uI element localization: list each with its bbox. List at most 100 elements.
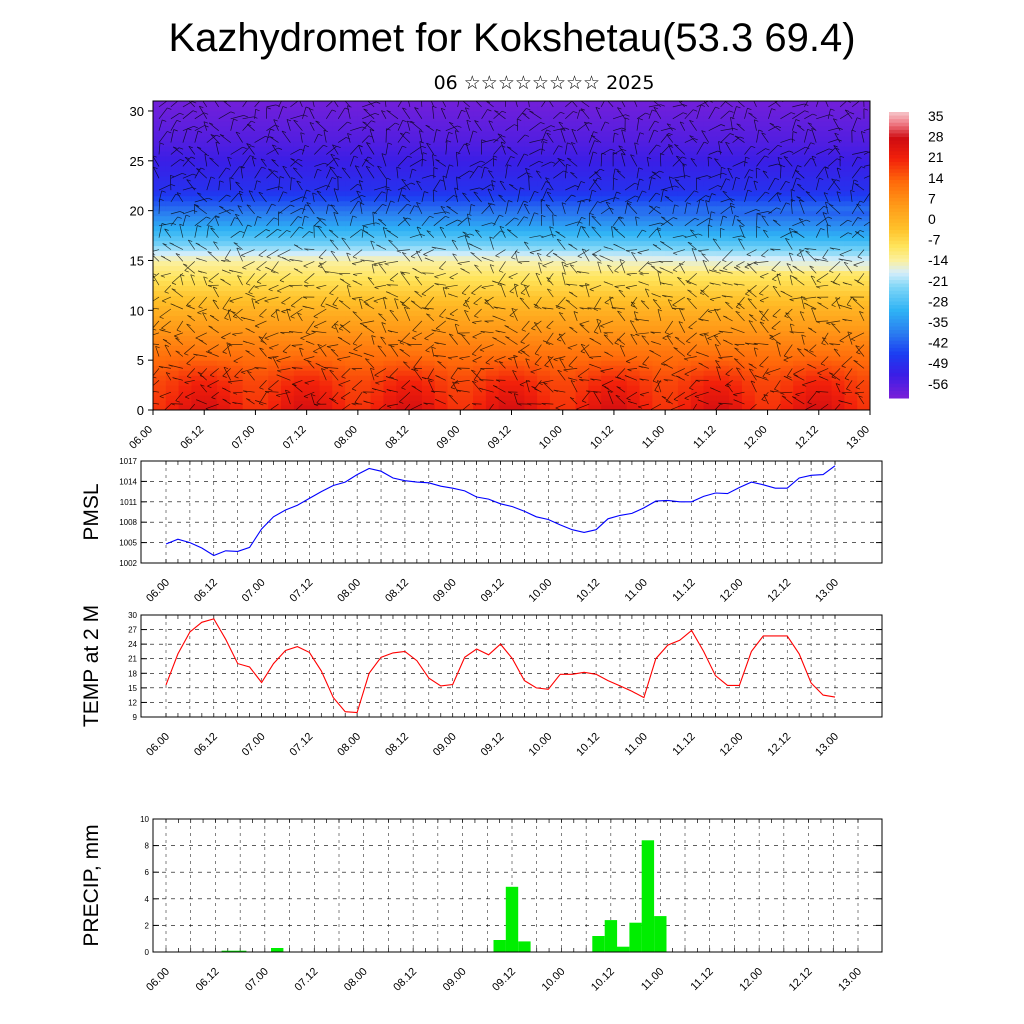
heatmap-cell [242,360,257,366]
wind-barb [699,284,709,294]
heatmap-cell [409,285,423,291]
heatmap-cell [293,325,308,331]
heatmap-cell [447,130,461,137]
wind-barb [452,253,458,262]
heatmap-cell [754,255,769,262]
heatmap-cell [460,230,474,237]
wind-barb [353,272,363,275]
heatmap-cell [754,105,769,112]
heatmap-cell [511,180,525,187]
wind-barb-flag [747,298,753,301]
heatmap-cell [703,270,717,277]
wind-barb-flag [164,291,169,294]
wind-barb-flag [226,342,231,345]
heatmap-cell [626,255,641,262]
heatmap-cell [370,365,385,371]
wind-barb-flag [531,386,536,389]
heatmap-cell [255,380,269,386]
heatmap-cell [383,360,397,366]
wind-barb-flag [317,343,322,347]
heatmap-cell [447,140,461,147]
wind-barb [313,320,327,327]
heatmap-cell [613,285,628,291]
heatmap-cell [524,210,538,217]
heatmap-cell [396,210,410,217]
heatmap-cell [537,135,551,142]
heatmap-cell [690,330,705,336]
heatmap-cell [281,150,295,157]
heatmap-cell [498,215,513,222]
wind-barb [718,402,733,405]
heatmap-cell [601,335,615,341]
heatmap-cell [153,225,167,232]
heatmap-cell [537,260,551,267]
wind-barb [291,379,303,385]
heatmap-cell [818,145,833,152]
heatmap-cell [626,240,641,247]
wind-barb [521,320,530,331]
heatmap-cell [409,215,423,222]
heatmap-cell [421,110,436,117]
heatmap-cell [805,180,820,187]
heatmap-cell [729,365,743,371]
heatmap-cell [332,150,346,157]
heatmap-cell [780,300,794,306]
wind-barb [362,324,375,334]
wind-barb-flag [456,389,461,392]
heatmap-cell [396,120,410,127]
heatmap-cell [562,120,577,127]
wind-barb-flag [291,367,297,370]
heatmap-cell [332,320,346,326]
heatmap-cell [255,130,269,137]
wind-barb-flag [520,292,526,295]
heatmap-cell [473,395,487,401]
heatmap-cell [485,355,500,361]
heatmap-cell [588,130,602,137]
heatmap-cell [460,380,474,386]
heatmap-cell [204,340,218,346]
heatmap-cell [716,115,730,122]
heatmap-cell [793,395,807,401]
heatmap-cell [626,160,641,167]
heatmap-cell [396,345,410,351]
heatmap-cell [690,120,705,127]
heatmap-cell [575,170,589,177]
heatmap-cell [754,101,769,107]
heatmap-cell [741,240,756,247]
heatmap-cell [281,395,295,401]
wind-barb-flag [471,369,476,372]
heatmap-cell [549,340,564,346]
wind-barb-flag [597,261,602,264]
wind-barb-flag [481,286,486,290]
heatmap-cell [498,340,513,346]
wind-barb [546,320,554,328]
heatmap-cell [357,255,372,262]
heatmap-cell [434,140,449,147]
wind-barb-flag [603,281,609,284]
heatmap-cell [217,165,231,172]
heatmap-cell [293,215,308,222]
heatmap-cell [332,325,346,331]
heatmap-cell [383,135,397,142]
heatmap-cell [396,370,410,376]
wind-barb-flag [494,396,500,399]
heatmap-cell [485,245,500,252]
wind-barb-flag [558,312,564,315]
heatmap-cell [255,101,269,107]
wind-barb [351,296,363,299]
heatmap-cell [626,280,641,286]
heatmap-cell [703,285,717,291]
wind-barb-flag [694,396,700,399]
heatmap-cell [588,380,602,386]
heatmap-cell [434,155,449,162]
wind-barb [581,248,590,262]
heatmap-cell [306,255,321,262]
heatmap-cell [652,135,666,142]
wind-barb-flag [271,271,276,274]
wind-barb [485,356,494,364]
wind-barb [352,311,363,322]
heatmap-cell [818,185,833,192]
heatmap-cell [575,125,589,132]
wind-barb [160,272,171,277]
wind-barb [421,284,435,295]
